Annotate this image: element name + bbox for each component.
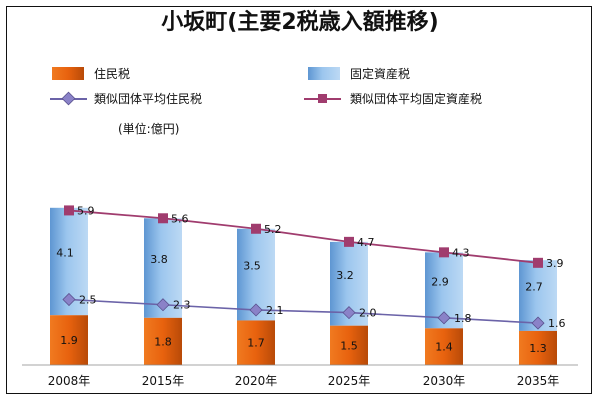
point-avg-kotei bbox=[439, 247, 449, 258]
data-label-jumin: 1.4 bbox=[435, 341, 453, 354]
data-label-jumin: 1.9 bbox=[60, 334, 78, 347]
point-avg-jumin bbox=[62, 292, 76, 307]
legend-label-avg-jumin: 類似団体平均住民税 bbox=[94, 92, 202, 106]
data-label-jumin: 1.3 bbox=[529, 342, 547, 355]
data-label-avg-jumin: 2.0 bbox=[359, 307, 377, 320]
bar-jumin bbox=[237, 320, 275, 365]
legend-marker-avg-jumin bbox=[61, 91, 76, 106]
point-avg-jumin bbox=[342, 306, 356, 320]
data-label-avg-kotei: 5.2 bbox=[264, 223, 282, 236]
data-label-avg-jumin: 2.1 bbox=[266, 304, 284, 317]
chart-title: 小坂町(主要2税歳入額推移) bbox=[161, 10, 439, 35]
data-label-jumin: 1.7 bbox=[247, 337, 265, 350]
data-label-avg-jumin: 2.5 bbox=[79, 294, 97, 307]
data-label-kotei: 3.8 bbox=[150, 253, 168, 266]
x-tick-label: 2025年 bbox=[328, 374, 371, 388]
point-avg-kotei bbox=[344, 236, 354, 247]
bar-jumin bbox=[330, 325, 368, 365]
legend-label-avg-kotei: 類似団体平均固定資産税 bbox=[350, 91, 482, 106]
legend-label-kotei: 固定資産税 bbox=[350, 66, 410, 81]
legend-swatch-jumin bbox=[52, 67, 84, 80]
data-label-avg-kotei: 4.3 bbox=[452, 246, 470, 259]
data-label-avg-kotei: 4.7 bbox=[357, 236, 375, 249]
plot-area: 1.9 4.1 2008年 1.8 3.8 2015年 1.7 3.5 2020年 1.5 3.2 2… bbox=[22, 204, 578, 388]
point-avg-jumin bbox=[531, 316, 545, 330]
point-avg-jumin bbox=[156, 298, 170, 312]
legend-marker-avg-kotei bbox=[318, 94, 327, 103]
chart-frame bbox=[6, 6, 592, 394]
data-label-jumin: 1.8 bbox=[154, 335, 172, 348]
point-avg-kotei bbox=[533, 257, 543, 268]
data-label-kotei: 3.5 bbox=[243, 260, 261, 273]
point-avg-kotei bbox=[158, 213, 168, 224]
x-tick-label: 2035年 bbox=[517, 374, 560, 388]
data-label-kotei: 3.2 bbox=[336, 269, 354, 282]
bar-jumin bbox=[144, 317, 182, 365]
x-tick-label: 2008年 bbox=[48, 374, 91, 388]
x-tick-label: 2020年 bbox=[235, 374, 278, 388]
legend-swatch-kotei bbox=[308, 67, 340, 80]
line-avg-jumin bbox=[68, 298, 539, 324]
data-label-avg-jumin: 1.8 bbox=[454, 312, 472, 325]
data-label-kotei: 4.1 bbox=[56, 247, 74, 260]
point-avg-jumin bbox=[437, 311, 451, 325]
legend-label-jumin: 住民税 bbox=[94, 67, 130, 81]
bar-jumin bbox=[425, 328, 463, 365]
bar-jumin bbox=[50, 315, 88, 365]
data-label-avg-kotei: 5.6 bbox=[171, 212, 189, 225]
data-label-kotei: 2.9 bbox=[431, 275, 449, 288]
data-label-avg-kotei: 5.9 bbox=[77, 204, 95, 217]
data-label-avg-kotei: 3.9 bbox=[546, 257, 564, 270]
point-avg-kotei bbox=[251, 223, 261, 234]
x-tick-label: 2030年 bbox=[423, 374, 466, 388]
bar-jumin bbox=[519, 330, 557, 365]
data-label-kotei: 2.7 bbox=[525, 281, 543, 294]
unit-label: (単位:億円) bbox=[118, 121, 179, 136]
data-label-jumin: 1.5 bbox=[340, 339, 358, 352]
point-avg-kotei bbox=[64, 205, 74, 216]
line-avg-kotei bbox=[68, 209, 539, 264]
data-label-avg-jumin: 2.3 bbox=[173, 299, 191, 312]
data-label-avg-jumin: 1.6 bbox=[548, 317, 566, 330]
legend: 住民税 固定資産税 類似団体平均住民税 類似団体平均固定資産税 bbox=[50, 66, 482, 106]
point-avg-jumin bbox=[249, 303, 263, 317]
x-tick-label: 2015年 bbox=[142, 374, 185, 388]
